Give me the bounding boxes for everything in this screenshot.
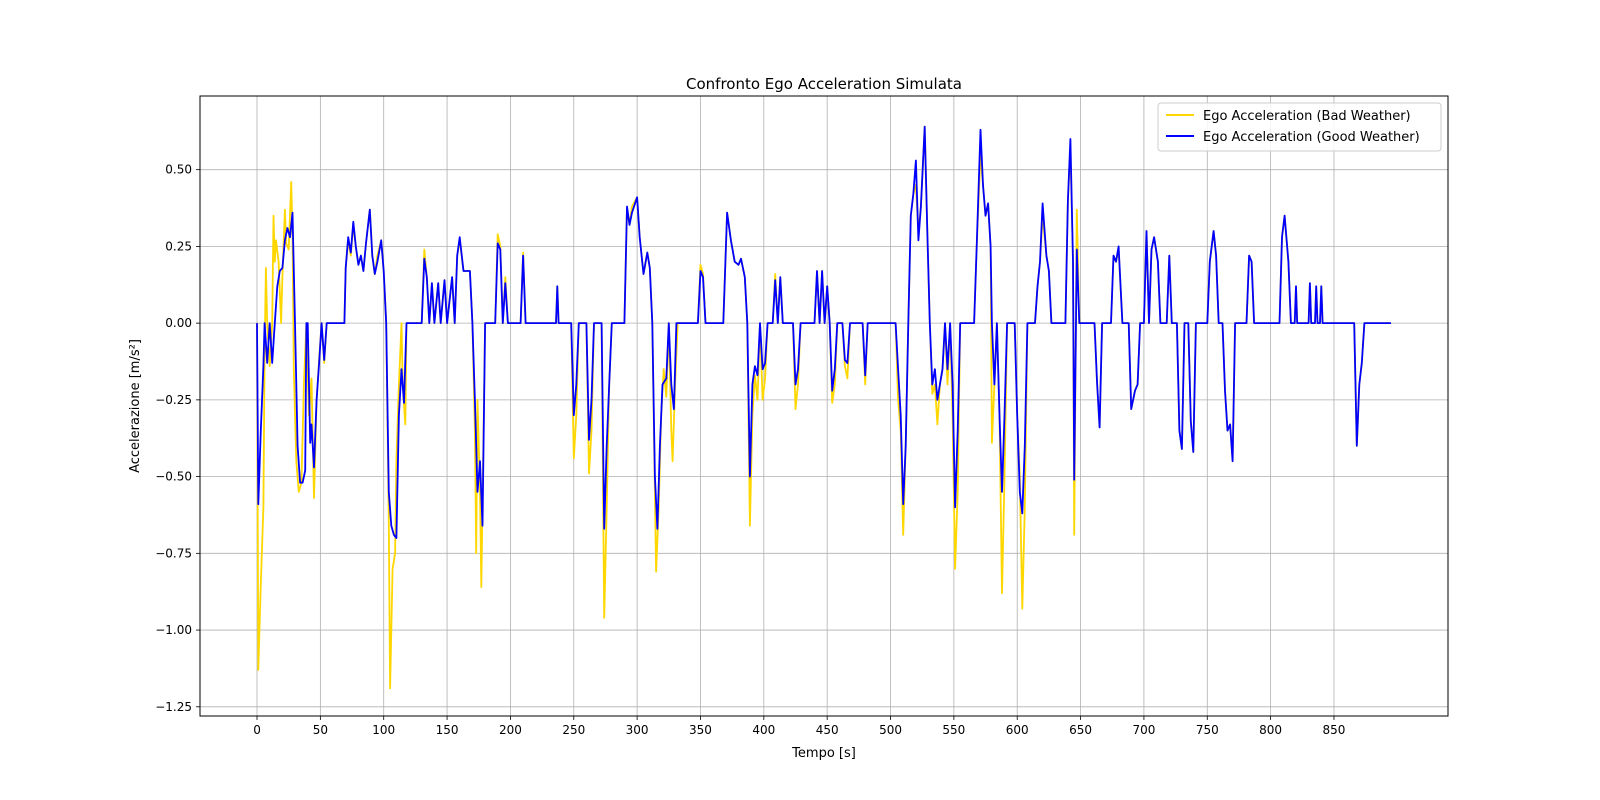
y-tick-label: 0.25 [165, 239, 192, 253]
x-tick-label: 150 [436, 723, 459, 737]
y-tick-label: −1.00 [155, 623, 192, 637]
x-axis-label: Tempo [s] [791, 746, 856, 761]
legend-label-bad-weather: Ego Acceleration (Bad Weather) [1203, 109, 1411, 124]
x-tick-label: 600 [1006, 723, 1029, 737]
x-tick-label: 550 [942, 723, 965, 737]
series-layer [256, 125, 1391, 690]
legend-box [1157, 102, 1442, 152]
legend-label-good-weather: Ego Acceleration (Good Weather) [1203, 130, 1420, 145]
x-tick-label: 300 [626, 723, 649, 737]
y-axis-label: Accelerazione [m/s²] [128, 339, 143, 473]
y-axis-ticks: −1.25 −1.00 −0.75 −0.50 −0.25 0.00 0.25 0.50 [155, 163, 200, 714]
chart-title: Confronto Ego Acceleration Simulata [686, 75, 962, 93]
x-axis-ticks: 0 50 100 150 200 250 300 350 400 450 500 550 600 650 7… [253, 716, 1345, 737]
x-tick-label: 850 [1323, 723, 1346, 737]
y-tick-label: 0.00 [165, 316, 192, 330]
x-tick-label: 350 [689, 723, 712, 737]
x-tick-label: 750 [1196, 723, 1219, 737]
y-tick-label: −0.75 [155, 546, 192, 560]
x-tick-label: 250 [562, 723, 585, 737]
x-tick-label: 100 [372, 723, 395, 737]
legend: Ego Acceleration (Bad Weather) Ego Accel… [1157, 102, 1442, 152]
y-tick-label: −1.25 [155, 700, 192, 714]
x-tick-label: 650 [1069, 723, 1092, 737]
x-tick-label: 0 [253, 723, 261, 737]
x-tick-label: 50 [313, 723, 328, 737]
y-tick-label: −0.25 [155, 393, 192, 407]
plot-frame [199, 95, 1449, 717]
x-tick-label: 200 [499, 723, 522, 737]
x-tick-label: 700 [1132, 723, 1155, 737]
series-line-good-weather [256, 125, 1391, 539]
x-tick-label: 400 [752, 723, 775, 737]
y-tick-label: 0.50 [165, 163, 192, 177]
x-tick-label: 800 [1259, 723, 1282, 737]
y-tick-label: −0.50 [155, 470, 192, 484]
x-tick-label: 500 [879, 723, 902, 737]
x-tick-label: 450 [816, 723, 839, 737]
series-line-bad-weather [256, 125, 1391, 690]
